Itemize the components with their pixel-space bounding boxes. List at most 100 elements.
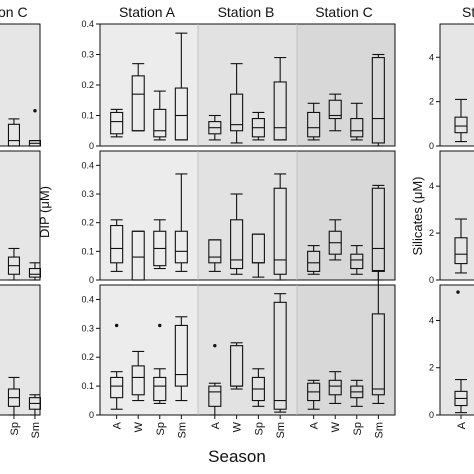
right-row-0-ytick-label: 2 <box>429 97 434 107</box>
text-layer: Station A Station B Station C on C St DI… <box>0 4 474 466</box>
row-1-ytick-label: 0.2 <box>81 218 94 228</box>
box-row0-station0-w-box <box>131 75 145 132</box>
station-c-title: Station C <box>315 4 373 20</box>
xtick-label-sm: Sm <box>275 422 287 439</box>
row-0-ytick-label: 0.1 <box>81 111 94 121</box>
box-row1-station0-sm <box>174 173 188 272</box>
box-row0-station1-sm <box>273 56 287 141</box>
box-row0-station2-w <box>328 93 342 132</box>
row-1-ytick-label: 0.3 <box>81 189 94 199</box>
left-box-row0-sm <box>28 140 42 147</box>
right-row-1-ytick-label: 2 <box>429 228 434 238</box>
right-row-0-frame <box>439 23 474 147</box>
left-box-row1-sm <box>28 262 42 281</box>
box-row0-station2-sm <box>371 53 385 147</box>
box-row1-station0-a-box <box>110 224 124 264</box>
box-row0-station0-sp-box <box>153 108 167 138</box>
box-row1-station2-sp <box>350 245 364 275</box>
marks-layer <box>7 32 468 416</box>
box-row0-station0-sm-box <box>174 87 188 141</box>
row-1-station-1-background <box>198 151 297 280</box>
right-row-1-frame <box>439 150 474 281</box>
right-outlier-point <box>456 290 460 294</box>
row-0-station-0-background <box>100 24 198 146</box>
box-row0-station1-w-box <box>230 93 244 132</box>
xtick-label-a: A <box>112 421 124 429</box>
row-1-station-0-background <box>100 151 198 280</box>
xtick-label-sm: Sm <box>373 422 385 439</box>
row-0-ytick-label: 0.4 <box>81 19 94 29</box>
box-row2-station0-sm <box>174 316 188 402</box>
box-row1-station0-sp <box>153 219 167 270</box>
row-2-station-2-background <box>297 285 395 415</box>
box-row2-station1-sp <box>251 368 265 407</box>
box-row2-station0-a <box>110 371 124 410</box>
box-row1-station1-w <box>230 193 244 275</box>
right-box-row2-a <box>454 378 468 414</box>
box-row1-station0-w <box>131 230 145 281</box>
row-2-ytick-label: 0.1 <box>81 381 94 391</box>
row-2-ytick-label: 0.2 <box>81 352 94 362</box>
right-box-row0-a <box>454 98 468 143</box>
right-row-0-ytick-label: 0 <box>429 141 434 151</box>
row-0-station-1-background <box>198 24 297 146</box>
box-row1-station2-sp-box <box>350 253 364 270</box>
right-row-0-ytick-label: 4 <box>429 52 434 62</box>
box-row2-station2-w-box <box>328 379 342 396</box>
box-row0-station1-w <box>230 63 244 144</box>
left-box-row2-sp <box>7 376 21 416</box>
box-row0-station2-sm-box <box>371 56 385 144</box>
box-row0-station1-a <box>208 114 222 141</box>
right-box-row1-a-box <box>454 237 468 265</box>
left-box-row1-sm-box <box>28 267 42 278</box>
xtick-label-sp: Sp <box>155 422 167 435</box>
box-row2-station1-w <box>230 342 244 390</box>
xtick-label-sm: Sm <box>176 422 188 439</box>
box-row2-station0-sp-box <box>153 376 167 402</box>
right-row-2-frame <box>439 284 474 416</box>
row-1-frame <box>99 150 396 281</box>
box-row2-station1-sm <box>273 293 287 413</box>
row-0-ytick-label: 0 <box>89 141 94 151</box>
box-row0-station1-sp <box>251 111 265 141</box>
right-row-2-ytick-label: 2 <box>429 363 434 373</box>
right-row-2-ytick-label: 0 <box>429 410 434 420</box>
box-row0-station0-w <box>131 63 145 132</box>
box-row1-station0-sm-box <box>174 230 188 264</box>
row-1-ytick-label: 0.4 <box>81 160 94 170</box>
xtick-label-sp: Sp <box>253 422 265 435</box>
row-2-station-0-background <box>100 285 198 415</box>
xtick-label-sp: Sp <box>352 422 364 435</box>
box-row0-station0-a <box>110 108 124 138</box>
box-row1-station1-w-box <box>230 219 244 270</box>
season-axis-label: Season <box>208 447 266 466</box>
box-row0-station2-a-box <box>307 111 321 138</box>
box-row2-station1-a-box <box>208 385 222 407</box>
xtick-label-a: A <box>210 421 222 429</box>
xtick-label-a: A <box>309 421 321 429</box>
silicates-axis-label: Silicates (μM) <box>410 177 425 256</box>
left-xtick-label-sm: Sm <box>30 422 42 439</box>
box-row2-station2-sm <box>371 270 385 404</box>
row-2-frame <box>99 284 396 416</box>
left-panel-title: on C <box>0 4 28 20</box>
row-1-ytick-label: 0 <box>89 275 94 285</box>
right-panel-title: St <box>462 4 474 20</box>
box-row2-station0-sp <box>153 368 167 404</box>
box-row1-station0-w-box <box>131 230 145 281</box>
panels-layer <box>0 23 474 419</box>
box-row1-station1-sm <box>273 173 287 281</box>
right-xtick-label-a: A <box>456 421 468 429</box>
box-row2-station2-sp <box>350 379 364 407</box>
left-box-row1-sp <box>7 247 21 281</box>
outlier-point <box>158 323 162 328</box>
box-row1-station2-a-box <box>307 250 321 272</box>
box-row2-station0-w <box>131 350 145 402</box>
box-row0-station2-a <box>307 102 321 141</box>
row-2-ytick-label: 0.4 <box>81 294 94 304</box>
box-row1-station1-a <box>208 239 222 272</box>
row-1-ytick-label: 0.1 <box>81 246 94 256</box>
box-row2-station1-sm-box <box>273 301 287 410</box>
box-row0-station2-sp <box>350 102 364 141</box>
